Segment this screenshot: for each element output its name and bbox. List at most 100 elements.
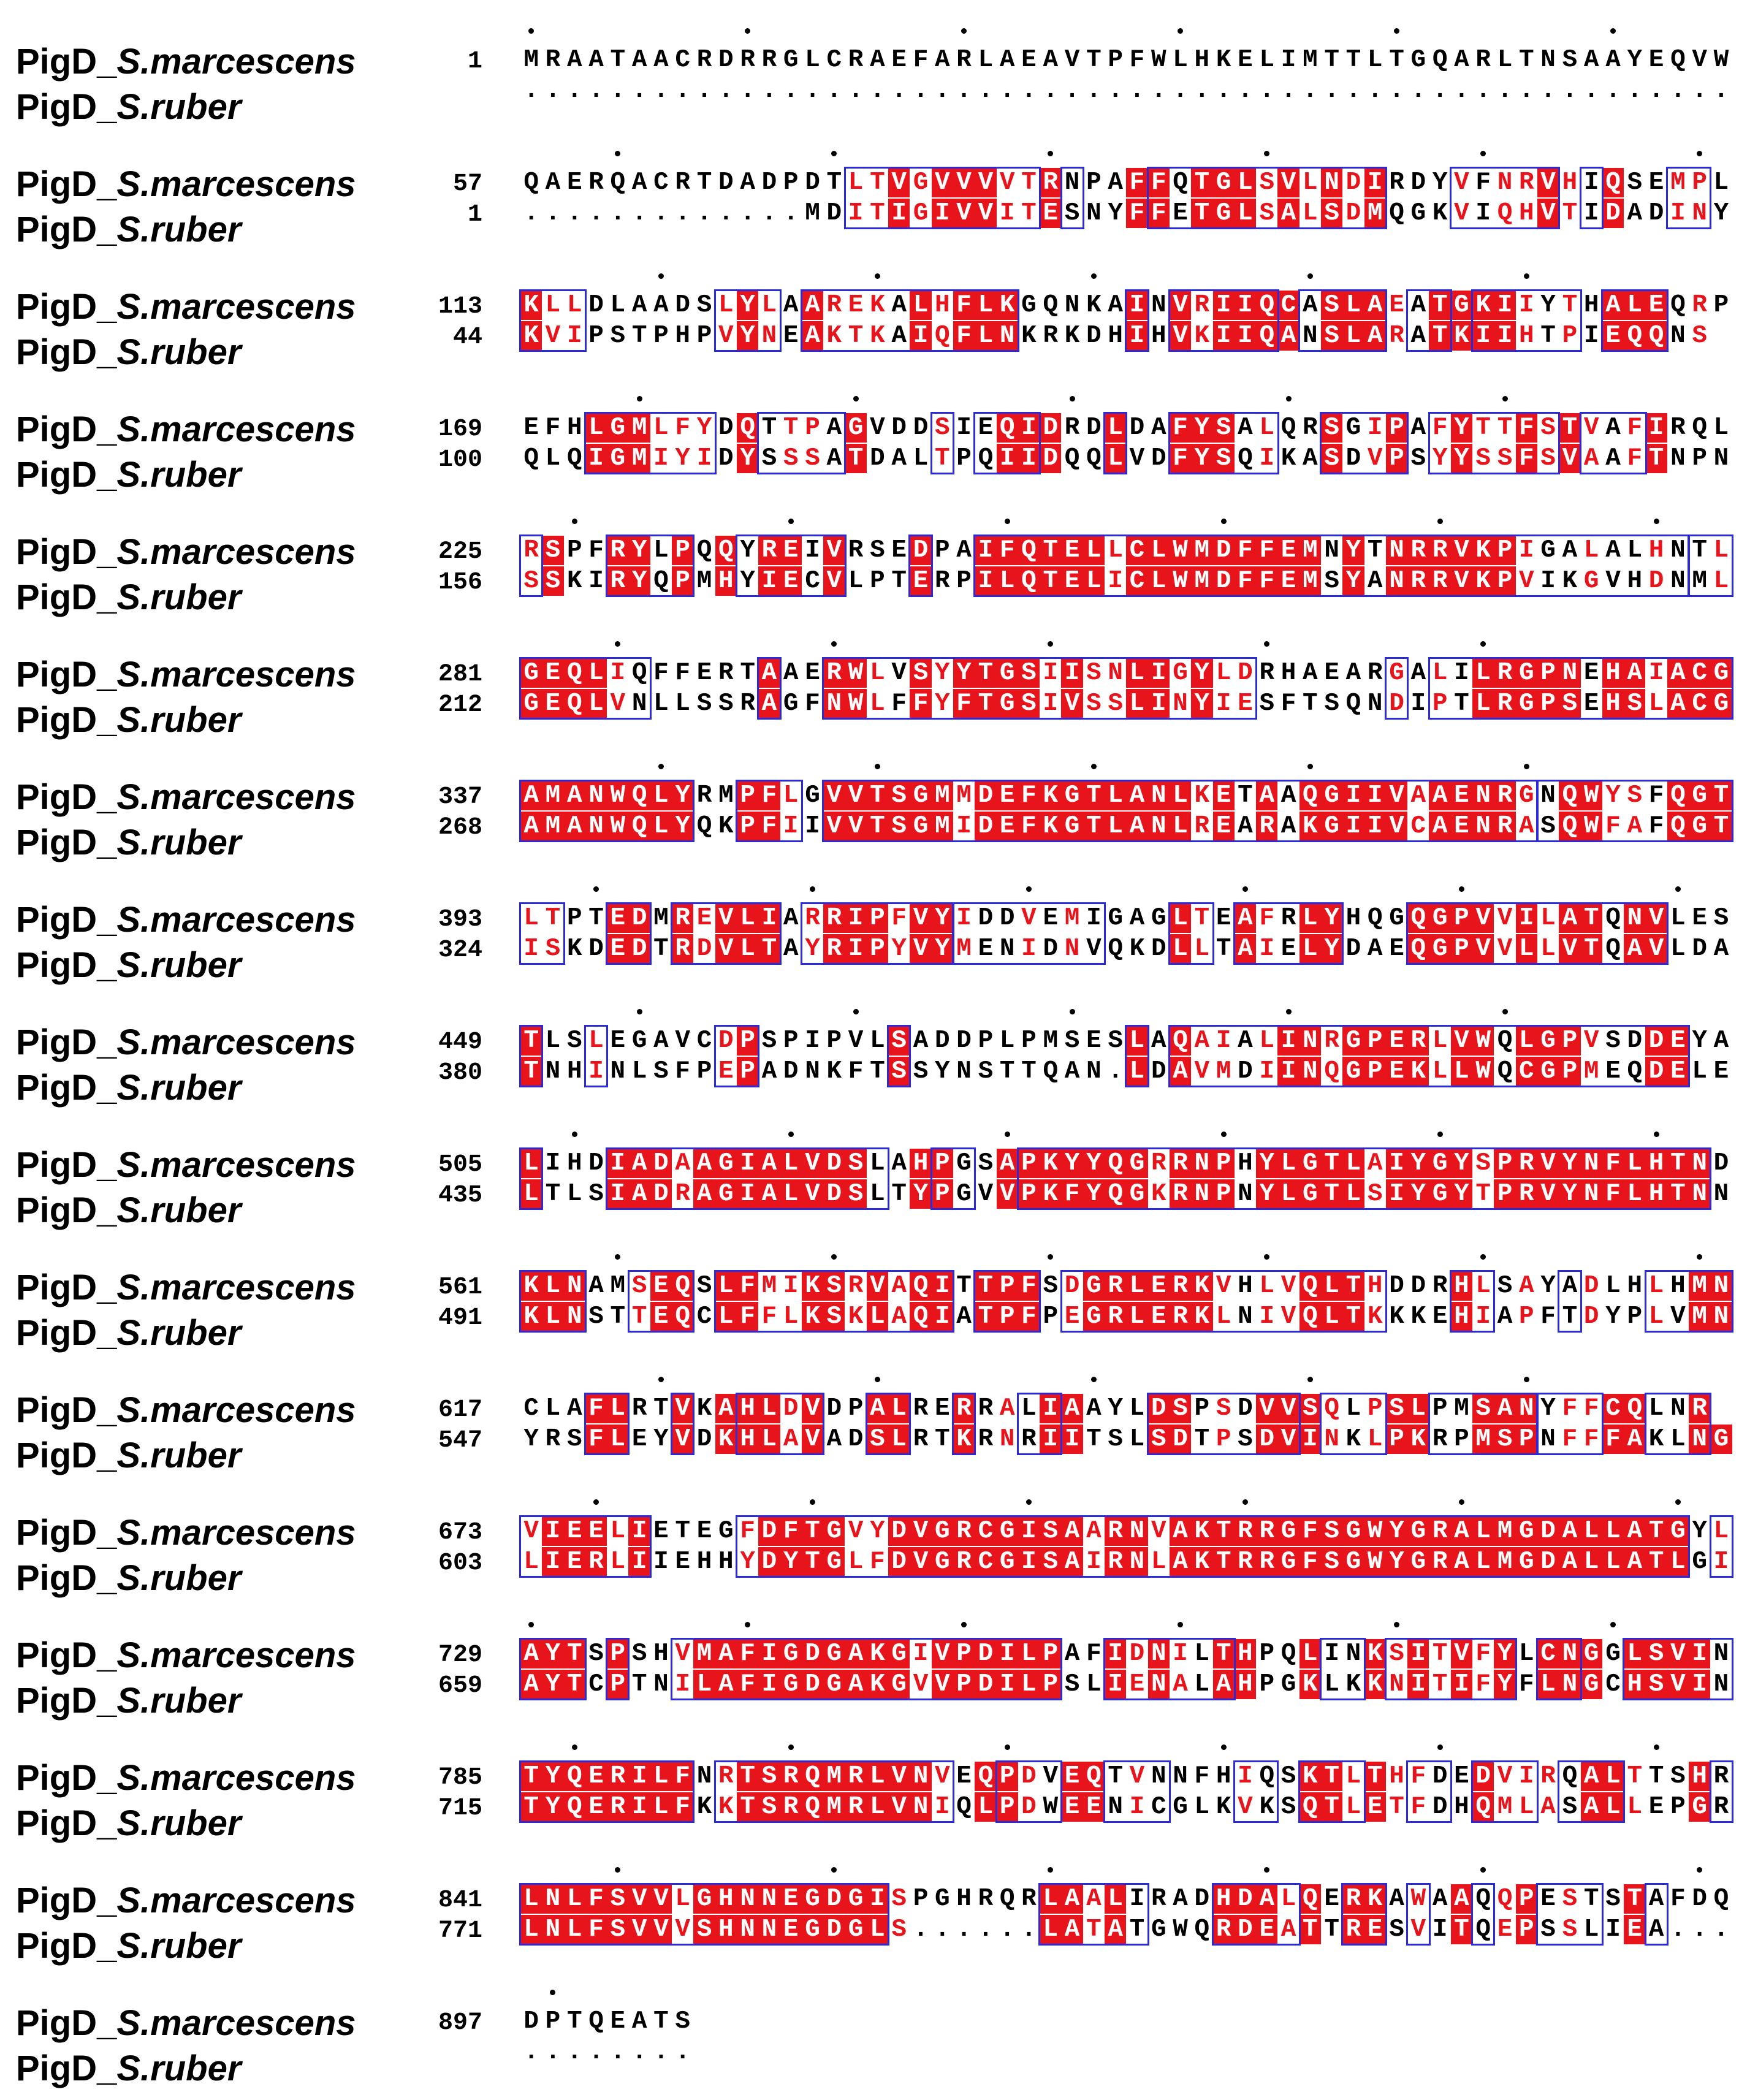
residue: N [545,1057,561,1086]
residue: L [888,1394,910,1423]
residue: I [653,444,669,473]
alignment-block: PigD_S.marcescens PigD_S.ruber 617 547 C L A F L… [0,1364,1739,1487]
residue: L [1324,1670,1339,1699]
residue: N [1064,169,1080,197]
label-prefix: PigD_ [16,700,117,740]
residue: T [1320,1762,1343,1791]
residue: F [585,1915,607,1944]
residue: . [956,1915,972,1944]
residue: L [1234,168,1257,197]
residue: A [628,1149,650,1178]
residue: I [1385,1179,1408,1209]
residue: N [1064,935,1080,963]
residue: R [585,1547,607,1577]
label-species: S.ruber [116,1068,242,1108]
residue: D [1713,1149,1729,1177]
label-species: S.ruber [116,2049,242,2088]
residue: R [913,1425,929,1453]
residue: V [845,781,867,810]
residue: L [1299,1639,1321,1668]
residue: M [1299,536,1321,565]
seq1-label: PigD_S.marcescens [16,165,356,204]
residue: C [1151,1793,1166,1821]
seq1-label: PigD_S.marcescens [16,1391,356,1429]
residue: I [1407,1639,1429,1668]
residue: Q [563,689,585,718]
residue: A [693,1179,715,1209]
residue: L [783,1303,799,1331]
residue: S [1018,658,1040,688]
residue: . [1475,77,1491,105]
residue: L [653,690,669,718]
seq1-label: PigD_S.marcescens [16,1882,356,1920]
residue: T [1692,536,1707,565]
label-prefix: PigD_ [16,1145,117,1185]
residue: K [1299,1762,1321,1791]
residue: G [1515,1516,1537,1546]
residue: T [1083,812,1105,841]
residue: L [1713,536,1729,565]
residue: Q [628,812,650,841]
residue: T [801,1516,824,1546]
residue: K [1389,1303,1404,1331]
residue: L [675,1885,691,1913]
residue: H [1648,536,1664,565]
residue: T [934,444,950,473]
residue: H [1689,1762,1711,1791]
residue: F [848,1057,864,1086]
residue: Q [1324,1057,1339,1086]
residue: D [718,414,734,442]
residue: . [1259,77,1275,105]
residue: F [1410,1762,1426,1790]
residue: L [1583,1915,1599,1944]
residue: T [610,1303,626,1331]
residue: Q [1238,444,1253,473]
residue: G [1515,1547,1537,1577]
residue: V [1454,169,1469,197]
label-prefix: PigD_ [16,1803,117,1843]
residue: A [1497,1303,1513,1331]
residue: I [675,1670,691,1699]
residue: H [1238,1149,1253,1177]
residue: H [1602,658,1624,688]
residue: Q [628,781,650,810]
residue: I [845,934,867,964]
residue: L [1583,536,1599,565]
residue: Q [1173,169,1188,197]
residue: Q [523,169,539,197]
residue: T [1086,46,1102,74]
residue: E [978,414,994,442]
residue: Q [1497,199,1513,227]
residue: T [801,1547,824,1577]
residue: M [1064,904,1080,932]
residue: K [1021,322,1037,350]
residue: L [610,291,626,319]
residue: D [1432,1793,1448,1821]
ruler-dot [874,1377,880,1382]
residue: S [1692,322,1707,350]
residue: G [1410,46,1426,74]
residue: K [1364,1639,1386,1668]
residue: . [934,77,950,105]
residue: S [823,1271,845,1301]
residue: A [1624,658,1646,688]
residue: L [866,1302,889,1331]
residue: N [1385,566,1408,596]
residue: K [696,1394,712,1423]
residue: R [607,566,629,596]
residue: L [1147,566,1170,596]
residue: Q [999,1885,1015,1913]
residue: S [1562,46,1578,74]
residue: F [1475,1670,1491,1699]
residue: D [718,169,734,197]
residue: A [891,291,907,319]
residue: R [761,46,777,74]
residue: Y [1450,444,1473,473]
residue: R [1689,1394,1711,1423]
residue: . [913,77,929,105]
residue: L [1624,1149,1646,1178]
